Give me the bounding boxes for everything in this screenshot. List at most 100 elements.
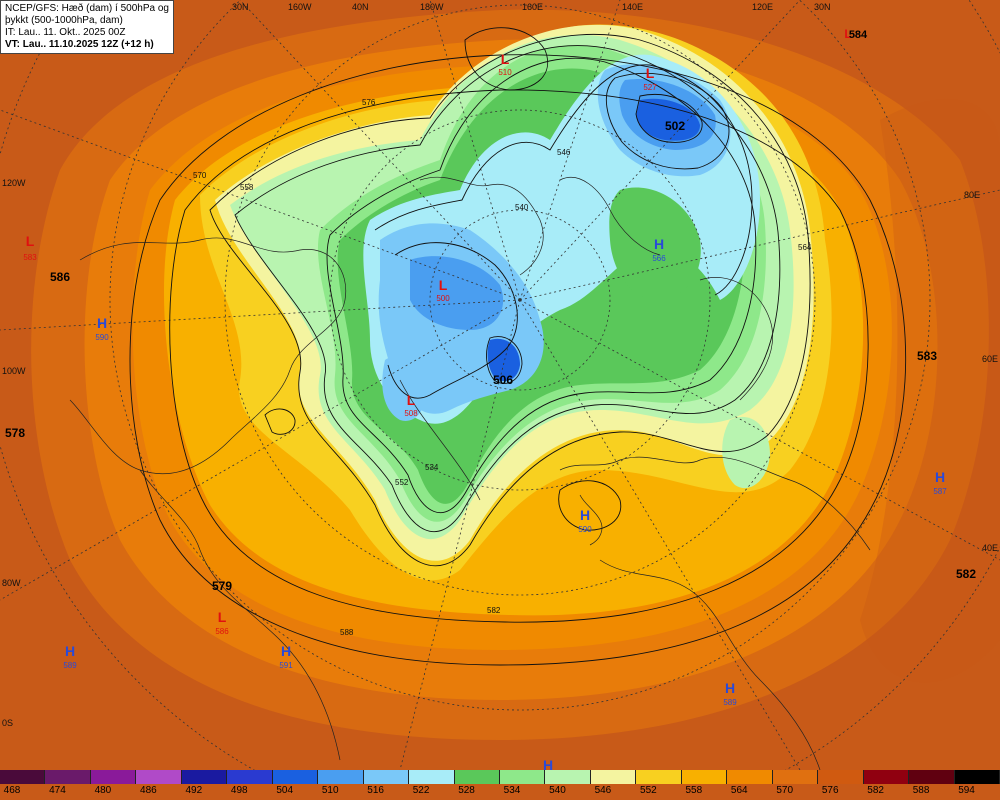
system-letter: H: [725, 680, 735, 696]
system-letter: H: [281, 643, 291, 659]
colorbar-label: 522: [412, 785, 430, 796]
center-value: 586: [50, 270, 70, 284]
graticule-label: 140E: [622, 2, 643, 12]
colorbar-label: 474: [49, 785, 66, 796]
graticule-label: 80W: [2, 578, 21, 588]
center-value: 579: [212, 579, 232, 593]
contour-label: 570: [193, 171, 207, 180]
colorbar-swatch: [590, 770, 637, 784]
system-letter: H: [543, 757, 553, 770]
colorbar-label: 570: [776, 785, 794, 796]
colorbar-swatches: [0, 770, 1000, 784]
graticule-label: 40N: [352, 2, 369, 12]
colorbar-swatch: [409, 770, 455, 784]
colorbar-label: 510: [321, 785, 339, 796]
colorbar-swatch: [681, 770, 728, 784]
colorbar-label: 558: [685, 785, 703, 796]
colorbar-labels: 468 474 480 486 492 498 504 510 516 522 528 534 540 5…: [0, 785, 1000, 799]
colorbar-swatch: [454, 770, 500, 784]
contour-label: 534: [425, 463, 439, 472]
height-contours: [129, 27, 907, 666]
system-value: 589: [63, 661, 77, 670]
colorbar-label: 486: [140, 785, 157, 796]
colorbar-swatch: [499, 770, 546, 784]
weather-map: 570 576 582 558 546 540 534 552 564 588 …: [0, 0, 1000, 770]
system-value: 591: [279, 661, 293, 670]
system-value: 527: [643, 83, 657, 92]
center-value: 506: [493, 373, 513, 387]
graticule-label-group: 30N 160W 40N 180W 160E 140E 120E 30N 120…: [2, 2, 998, 728]
graticule-label: 30N: [232, 2, 249, 12]
colorbar-label: 480: [94, 785, 112, 796]
info-line: IT: Lau.. 11. Okt.. 2025 00Z: [5, 27, 126, 38]
system-letter: H: [935, 469, 945, 485]
contour-label: 582: [487, 606, 501, 615]
fill-546b: [722, 416, 770, 489]
colorbar-label: 468: [3, 785, 21, 796]
pressure-systems: L 510 L 527 502 L 584 L 583 586 H 590 L …: [5, 27, 976, 770]
colorbar-swatch: [90, 770, 137, 784]
system-letter: L: [407, 392, 416, 408]
graticule-label: 40E: [982, 543, 998, 553]
colorbar-label: 540: [549, 785, 566, 796]
fill-504b: [487, 338, 520, 382]
colorbar-swatch: [954, 770, 1000, 784]
system-value: 590: [578, 525, 592, 534]
graticule-label: 30N: [814, 2, 831, 12]
system-value: 587: [933, 487, 947, 496]
colorbar-swatch: [727, 770, 773, 784]
contour-label: 576: [362, 98, 376, 107]
graticule-label: 0S: [2, 718, 13, 728]
colorbar: 468 474 480 486 492 498 504 510 516 522 528 534 540 5…: [0, 770, 1000, 800]
system-value: 583: [23, 253, 37, 262]
system-letter: L: [844, 27, 851, 41]
colorbar-label: 564: [730, 785, 748, 796]
colorbar-swatch: [181, 770, 228, 784]
system-letter: L: [26, 233, 35, 249]
colorbar-label: 534: [503, 785, 521, 796]
colorbar-swatch: [45, 770, 91, 784]
system-letter: H: [65, 643, 75, 659]
system-letter: L: [439, 277, 448, 293]
colorbar-swatch: [863, 770, 910, 784]
colorbar-swatch: [772, 770, 819, 784]
system-value: 589: [723, 698, 737, 707]
info-line: NCEP/GFS: Hæð (dam) í 500hPa og: [5, 3, 169, 14]
colorbar-swatch: [136, 770, 182, 784]
coastlines: [69, 176, 871, 770]
fill-582-outer-right: [860, 98, 1000, 683]
colorbar-label: 576: [821, 785, 839, 796]
contour-label: 546: [557, 148, 571, 157]
graticule-label: 120W: [2, 178, 26, 188]
system-value: 586: [215, 627, 229, 636]
colorbar-label: 546: [594, 785, 612, 796]
center-value: 578: [5, 426, 25, 440]
colorbar-swatch: [818, 770, 864, 784]
colorbar-label: 504: [276, 785, 294, 796]
colorbar-swatch: [0, 770, 46, 784]
colorbar-swatch: [545, 770, 591, 784]
info-line: VT: Lau.. 11.10.2025 12Z (+12 h): [5, 39, 154, 50]
graticule-label: 180W: [420, 2, 444, 12]
graticule-label: 80E: [964, 190, 980, 200]
graticule-label: 160E: [522, 2, 543, 12]
colorbar-label: 594: [958, 785, 975, 796]
fill-510: [410, 256, 504, 330]
map-info-box: NCEP/GFS: Hæð (dam) í 500hPa og þykkt (5…: [0, 0, 174, 54]
contour-label: 564: [798, 243, 812, 252]
contour-label-group: 570 576 582 558 546 540 534 552 564 588: [193, 98, 812, 637]
colorbar-swatch: [318, 770, 364, 784]
contour-label: 540: [515, 203, 529, 212]
system-letter: L: [218, 609, 227, 625]
graticule-label: 100W: [2, 366, 26, 376]
info-line: þykkt (500-1000hPa, dam): [5, 15, 123, 26]
colorbar-label: 516: [367, 785, 384, 796]
contour-label: 552: [395, 478, 409, 487]
center-value: 502: [665, 119, 685, 133]
system-letter: H: [97, 315, 107, 331]
system-value: 566: [652, 254, 666, 263]
system-letter: L: [501, 51, 510, 67]
contour-label: 588: [340, 628, 354, 637]
center-value: 582: [956, 567, 976, 581]
colorbar-label: 492: [185, 785, 203, 796]
